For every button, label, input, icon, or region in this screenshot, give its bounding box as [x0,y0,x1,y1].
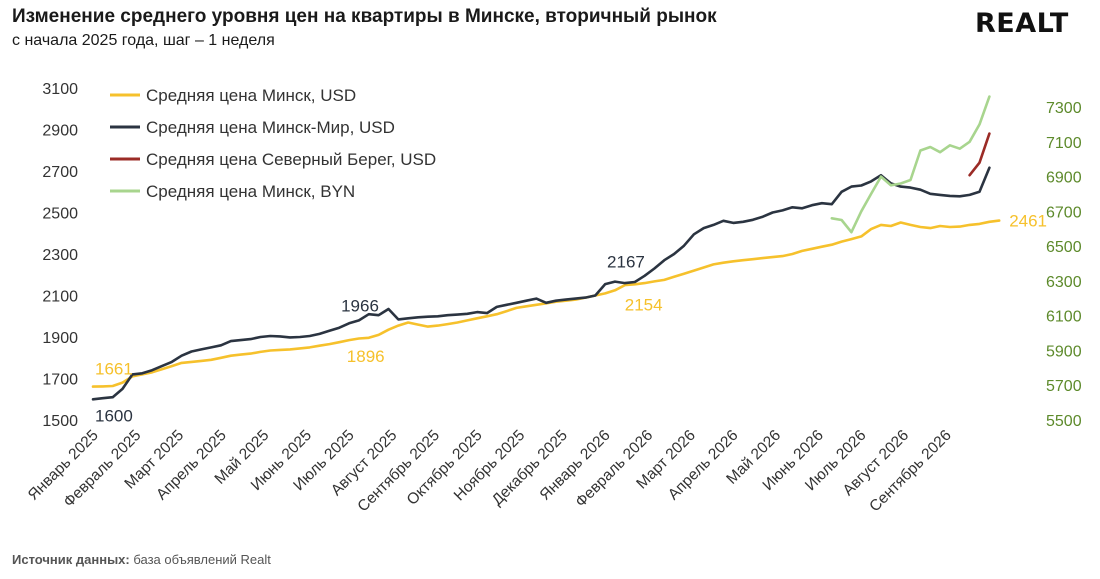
right-axis-tick-label: 6300 [1046,274,1082,291]
data-label: 2461 [1009,212,1047,231]
data-label: 1966 [341,296,379,315]
right-axis-tick-label: 6100 [1046,309,1082,326]
right-axis-tick-label: 6700 [1046,204,1082,221]
x-axis-tick-label: Октябрь 2025 [404,427,486,509]
left-axis-tick-label: 1500 [42,413,78,430]
left-axis-tick-label: 2700 [42,164,78,181]
right-axis-tick-label: 5700 [1046,378,1082,395]
data-label: 7360 [1009,0,1047,4]
left-axis-tick-label: 2500 [42,206,78,223]
legend-label: Средняя цена Северный Берег, USD [146,150,436,169]
right-axis-tick-label: 6500 [1046,239,1082,256]
realt-logo[interactable]: REALT [975,8,1069,39]
left-axis-tick-label: 3100 [42,81,78,98]
left-axis-tick-label: 2100 [42,289,78,306]
series-line-1 [91,166,991,401]
x-axis-tick-label: Декабрь 2025 [489,427,571,509]
legend-label: Средняя цена Минск-Мир, USD [146,118,395,137]
chart-title: Изменение среднего уровня цен на квартир… [12,6,717,27]
right-axis-tick-label: 5900 [1046,343,1082,360]
right-axis-tick-label: 5500 [1046,413,1082,430]
data-label: 1896 [347,347,385,366]
left-axis-tick-label: 2900 [42,123,78,140]
data-label: 1661 [95,360,133,379]
source-note: Источник данных: база объявлений Realt [12,552,271,567]
legend-label: Средняя цена Минск, BYN [146,182,355,201]
source-text: база объявлений Realt [129,552,271,567]
left-axis-tick-label: 1900 [42,330,78,347]
series-line-3 [830,95,991,234]
chart-subtitle: с начала 2025 года, шаг – 1 неделя [12,32,275,49]
data-label: 2716 [1011,0,1049,4]
left-axis-tick-label: 1700 [42,372,78,389]
data-label: 2154 [625,295,663,314]
right-axis-tick-label: 6900 [1046,170,1082,187]
series-line-2 [968,132,991,177]
right-axis-tick-label: 7300 [1046,100,1082,117]
data-label: 2880 [1009,0,1047,4]
legend-label: Средняя цена Минск, USD [146,86,356,105]
data-label: 2167 [607,253,645,272]
right-axis-tick-label: 7100 [1046,135,1082,152]
left-axis-tick-label: 2300 [42,247,78,264]
data-label: 1600 [95,406,133,425]
source-label: Источник данных: [12,552,130,567]
